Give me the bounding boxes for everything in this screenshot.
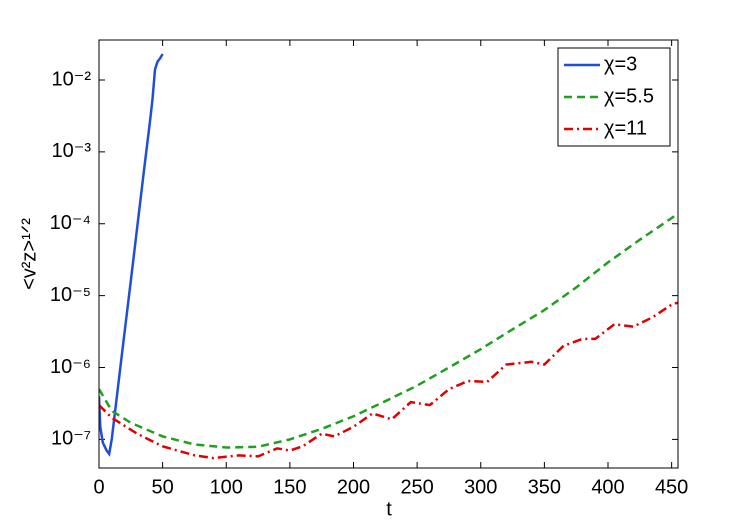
x-tick-label: 150 (273, 476, 306, 498)
legend-label: χ=11 (604, 117, 647, 139)
x-tick-label: 400 (591, 476, 624, 498)
x-axis-label: t (386, 498, 392, 520)
x-tick-label: 200 (337, 476, 370, 498)
legend-label: χ=3 (604, 53, 637, 75)
y-tick-label: 10⁻⁶ (50, 356, 91, 378)
y-tick-label: 10⁻⁴ (50, 212, 91, 234)
x-tick-label: 350 (528, 476, 561, 498)
series-line (99, 53, 164, 457)
x-tick-label: 450 (655, 476, 688, 498)
series-line (99, 301, 678, 460)
y-tick-label: 10⁻³ (52, 140, 92, 162)
x-tick-label: 0 (93, 476, 104, 498)
legend-label: χ=5.5 (604, 85, 654, 107)
x-tick-label: 100 (210, 476, 243, 498)
y-tick-label: 10⁻⁵ (50, 284, 91, 306)
series-line (99, 212, 678, 449)
x-tick-label: 300 (464, 476, 497, 498)
y-tick-label: 10⁻² (52, 68, 92, 90)
y-axis-label: <v²z>¹ᐟ² (18, 218, 40, 290)
x-tick-label: 50 (152, 476, 174, 498)
axes-box (98, 39, 679, 469)
x-tick-label: 250 (400, 476, 433, 498)
y-tick-label: 10⁻⁷ (51, 428, 91, 450)
